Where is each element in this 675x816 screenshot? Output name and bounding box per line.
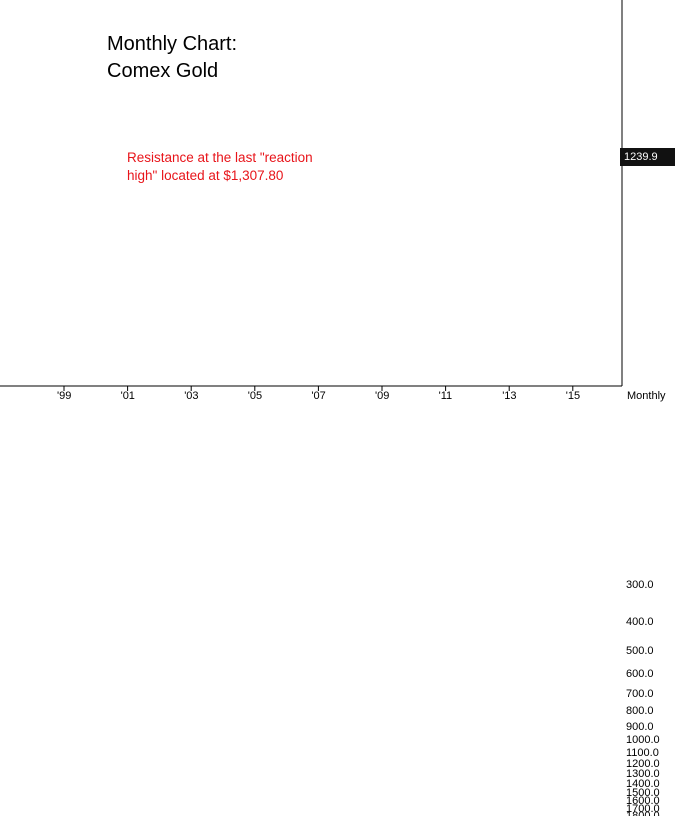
last-price-label: 1239.9 xyxy=(620,148,675,166)
time-tick-label: '01 xyxy=(120,390,135,402)
chart-title-line-1: Monthly Chart: xyxy=(107,33,238,55)
time-tick-label: '13 xyxy=(502,390,517,402)
price-tick-label: 900.0 xyxy=(626,720,654,733)
price-tick-label: 600.0 xyxy=(626,668,654,681)
price-tick-label: 700.0 xyxy=(626,688,654,701)
time-tick-label: '03 xyxy=(184,390,199,402)
resistance-annotation-line-1: Resistance at the last "reaction xyxy=(127,150,313,165)
price-tick-label: 400.0 xyxy=(626,615,654,628)
time-tick-label: '11 xyxy=(438,390,453,402)
time-tick-label: '99 xyxy=(57,390,72,402)
price-tick-label: 1100.0 xyxy=(626,746,659,759)
chart-title-line-2: Comex Gold xyxy=(107,60,219,82)
resistance-annotation-line-2: high" located at $1,307.80 xyxy=(127,168,284,183)
period-label: Monthly xyxy=(627,390,666,402)
price-tick-label: 1300.0 xyxy=(626,768,660,781)
time-tick-label: '07 xyxy=(311,390,326,402)
price-tick-label: 800.0 xyxy=(626,705,654,718)
time-tick-label: '05 xyxy=(247,390,263,402)
time-tick-label: '15 xyxy=(565,390,581,402)
time-tick-label: '09 xyxy=(375,390,390,402)
price-tick-label: 500.0 xyxy=(626,644,654,657)
price-tick-label: 300.0 xyxy=(626,578,654,591)
gold-price-chart xyxy=(0,0,623,391)
time-axis-ticks xyxy=(63,386,574,391)
price-tick-label: 1200.0 xyxy=(626,757,660,770)
price-tick-label: 1000.0 xyxy=(626,734,660,747)
